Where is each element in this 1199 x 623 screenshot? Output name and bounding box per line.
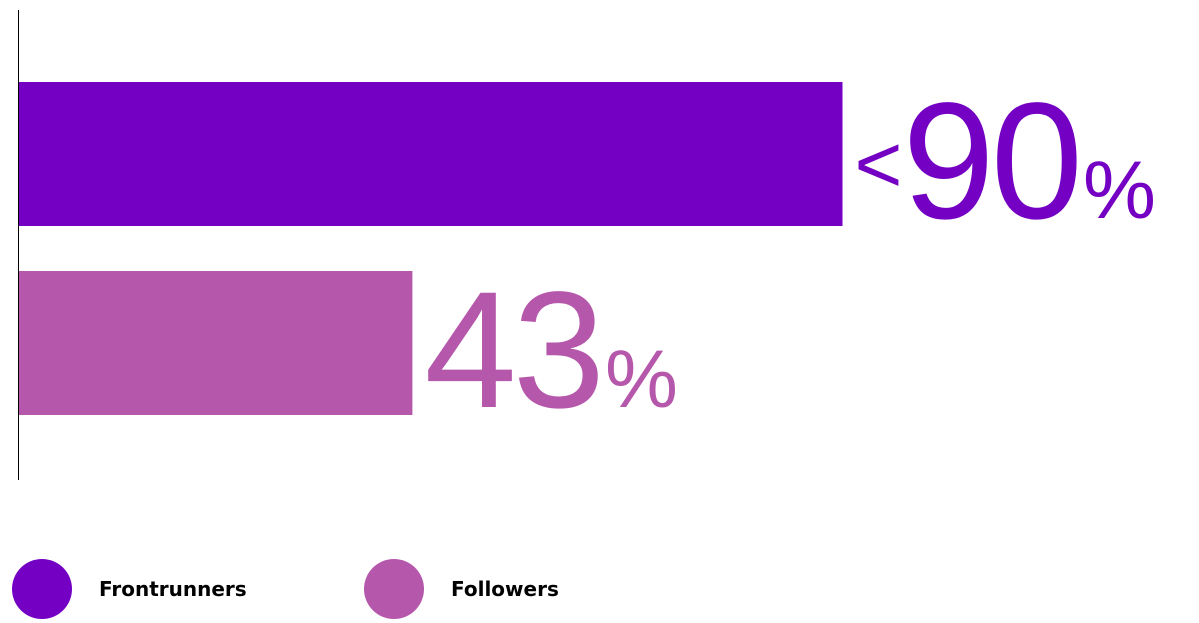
value-label-percent: % <box>605 334 678 425</box>
bar-frontrunners <box>19 82 843 226</box>
legend-swatch-frontrunners <box>12 559 72 619</box>
legend-swatch-followers <box>364 559 424 619</box>
value-label-frontrunners: <90% <box>855 69 1156 254</box>
legend-item-followers: Followers <box>364 555 559 623</box>
value-label-percent: % <box>1083 145 1156 236</box>
horizontal-bar-chart: <90%43% <box>18 10 1156 480</box>
bar-followers <box>19 271 413 415</box>
legend-item-frontrunners: Frontrunners <box>12 555 247 623</box>
bars-layer <box>19 82 843 415</box>
legend-label-frontrunners: Frontrunners <box>99 577 247 601</box>
value-label-number: 43 <box>424 258 601 443</box>
value-label-followers: 43% <box>424 258 678 443</box>
legend: Frontrunners Followers <box>0 555 1199 623</box>
legend-label-followers: Followers <box>451 577 559 601</box>
value-labels-layer: <90%43% <box>424 69 1156 443</box>
value-label-number: 90 <box>902 69 1079 254</box>
value-label-prefix: < <box>855 119 903 210</box>
